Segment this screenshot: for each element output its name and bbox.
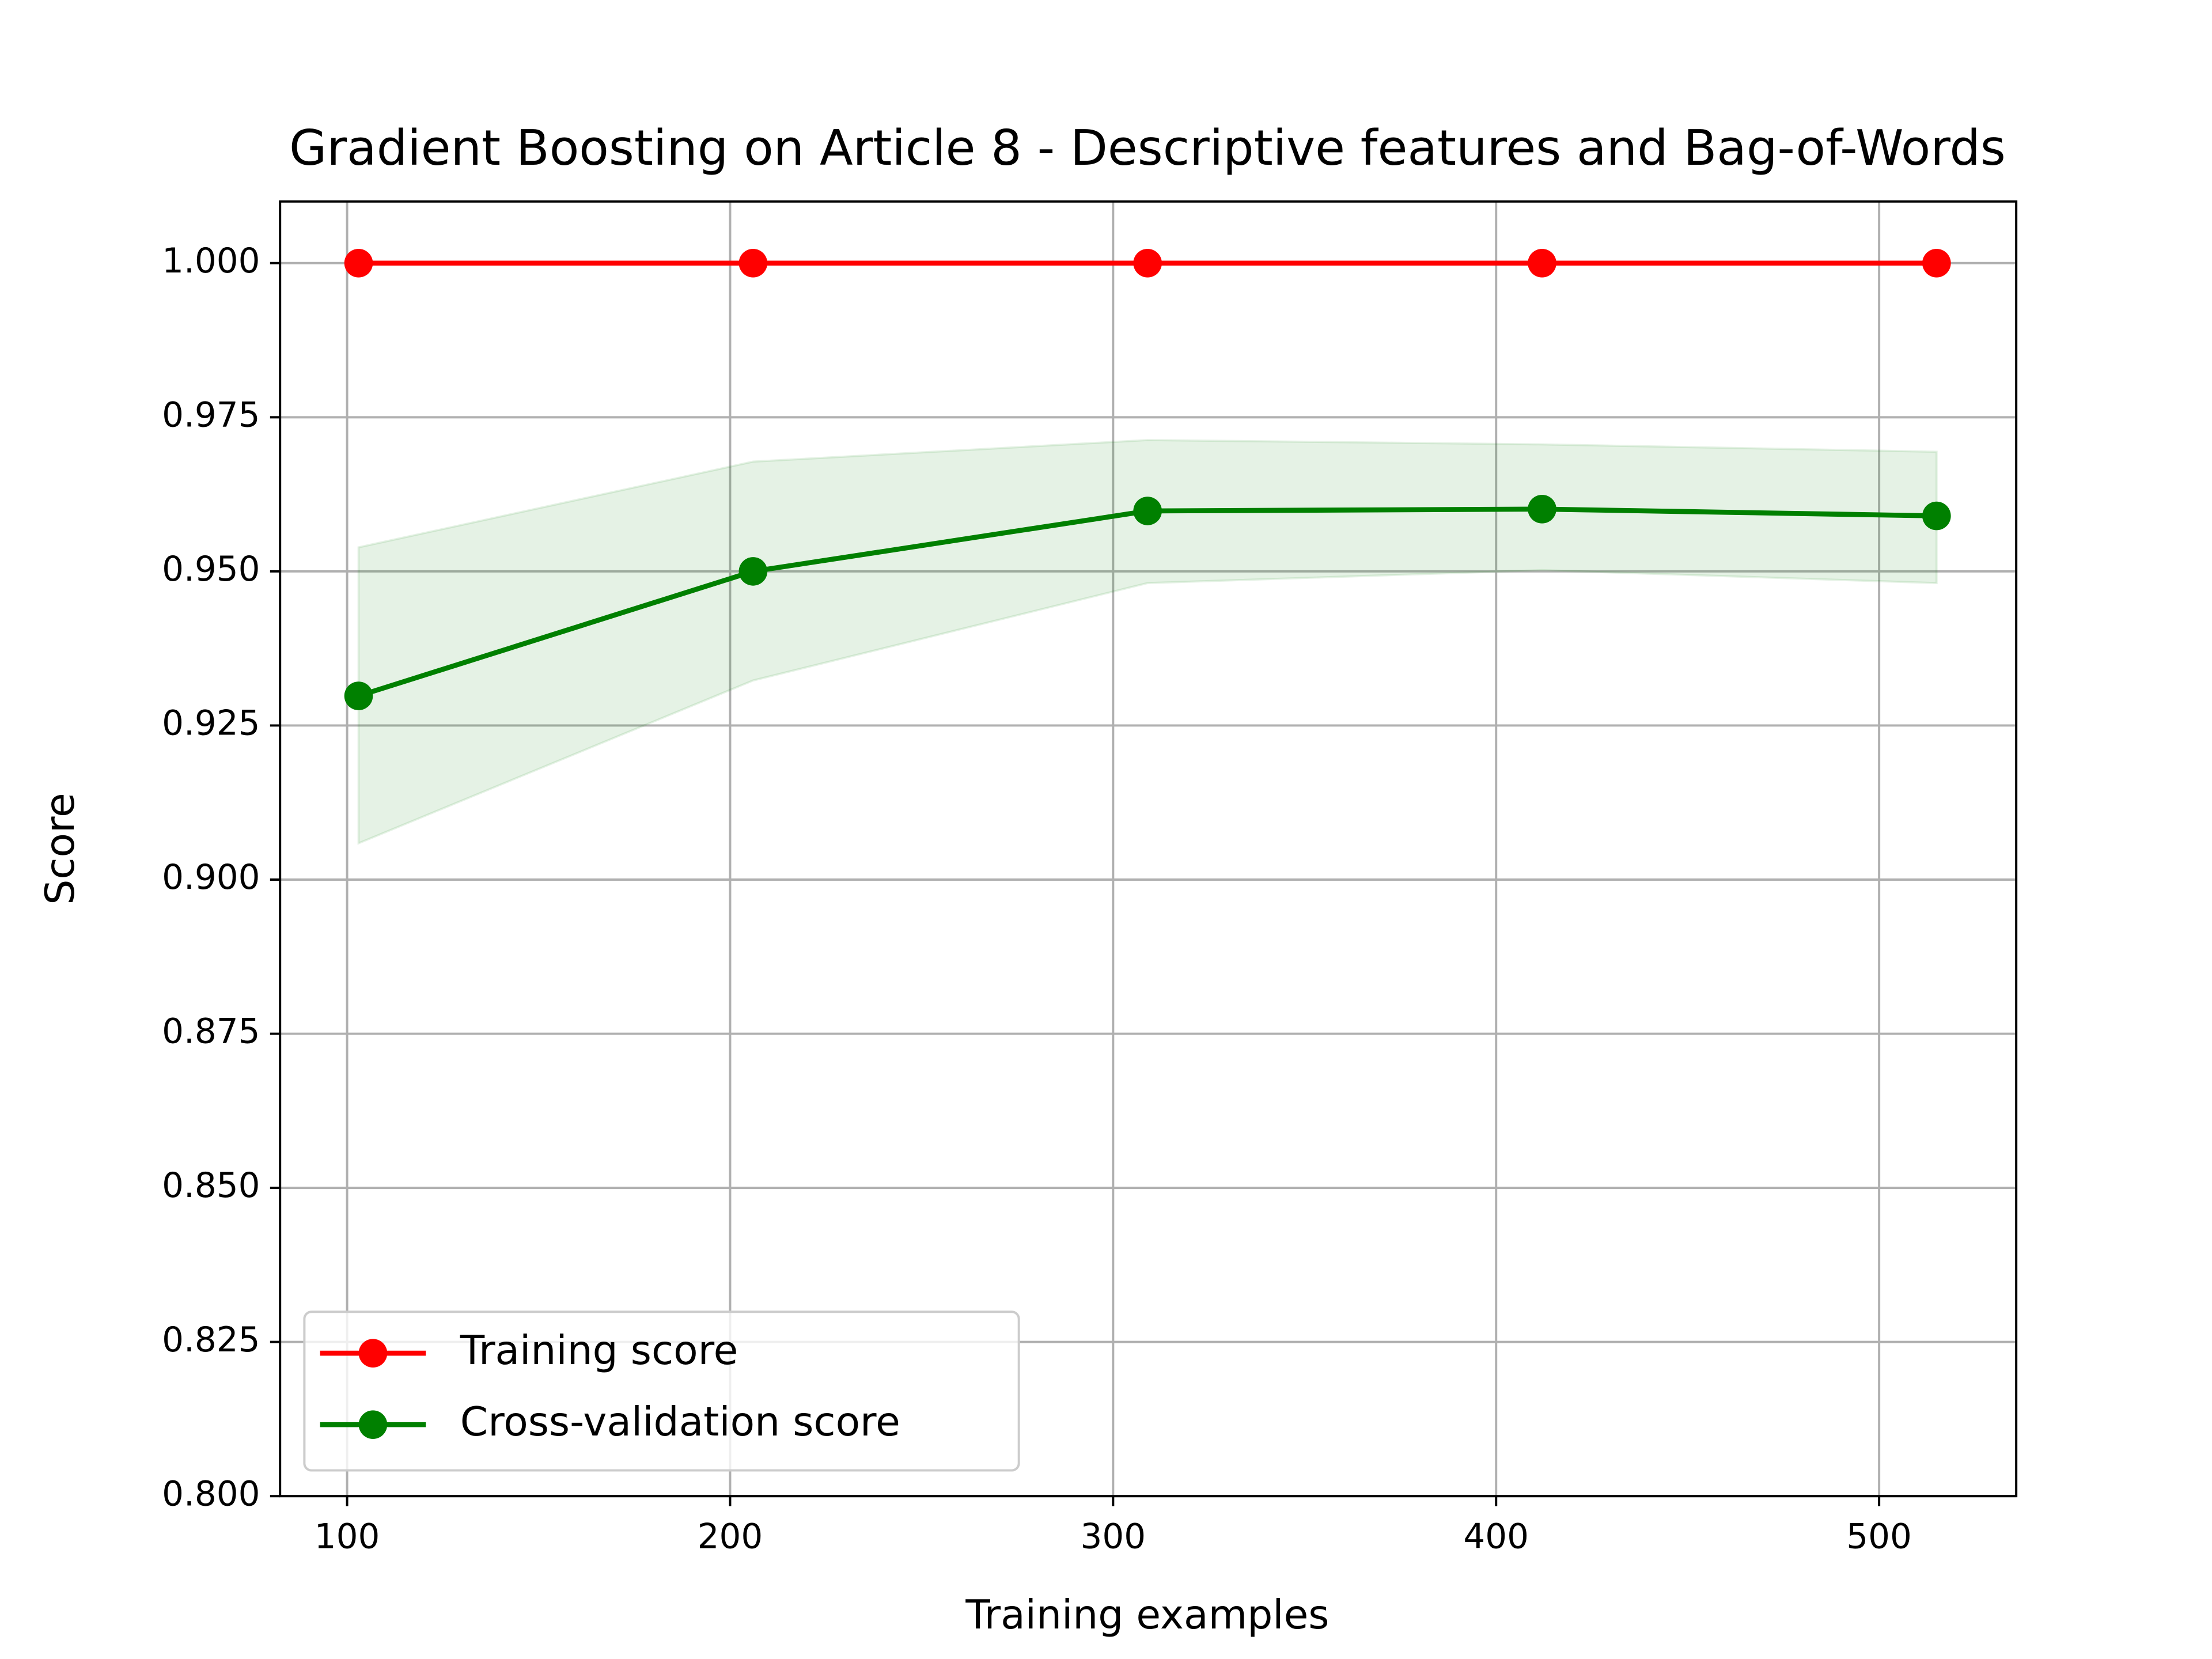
y-tick-label: 1.000 (162, 241, 260, 281)
data-point (738, 557, 768, 586)
y-tick-label: 0.900 (162, 858, 260, 897)
data-point (1528, 248, 1556, 278)
y-tick-label: 0.825 (162, 1320, 260, 1360)
chart-title: Gradient Boosting on Article 8 - Descrip… (289, 120, 2006, 176)
confidence-band (357, 439, 1938, 845)
data-point (1528, 494, 1556, 524)
axes-frame (279, 200, 2018, 1498)
y-tick-label: 0.975 (162, 395, 260, 435)
legend-label: Training score (460, 1328, 738, 1374)
x-tick-label: 300 (1081, 1517, 1146, 1557)
y-tick-label: 0.875 (162, 1012, 260, 1052)
legend-swatch-marker (358, 1410, 388, 1439)
data-point (1133, 248, 1162, 278)
x-tick-label: 500 (1846, 1517, 1912, 1557)
x-tick-label: 200 (698, 1517, 763, 1557)
data-point (344, 248, 373, 278)
y-tick-label: 0.850 (162, 1166, 260, 1206)
y-tick-label: 0.925 (162, 704, 260, 744)
y-tick-label: 0.800 (162, 1474, 260, 1514)
x-tick-label: 100 (315, 1517, 380, 1557)
data-point (1922, 248, 1951, 278)
data-point (1133, 497, 1162, 525)
data-point (1922, 501, 1951, 531)
data-point (344, 681, 373, 710)
legend: Training score Cross-validation score (303, 1310, 1020, 1472)
legend-label: Cross-validation score (460, 1399, 900, 1445)
y-axis-label: Score (37, 793, 84, 904)
x-axis-label: Training examples (965, 1592, 1329, 1638)
legend-swatch-marker (358, 1339, 388, 1368)
y-tick-label: 0.950 (162, 550, 260, 589)
x-tick-label: 400 (1463, 1517, 1529, 1557)
data-point (738, 248, 768, 278)
legend-box (303, 1310, 1020, 1472)
